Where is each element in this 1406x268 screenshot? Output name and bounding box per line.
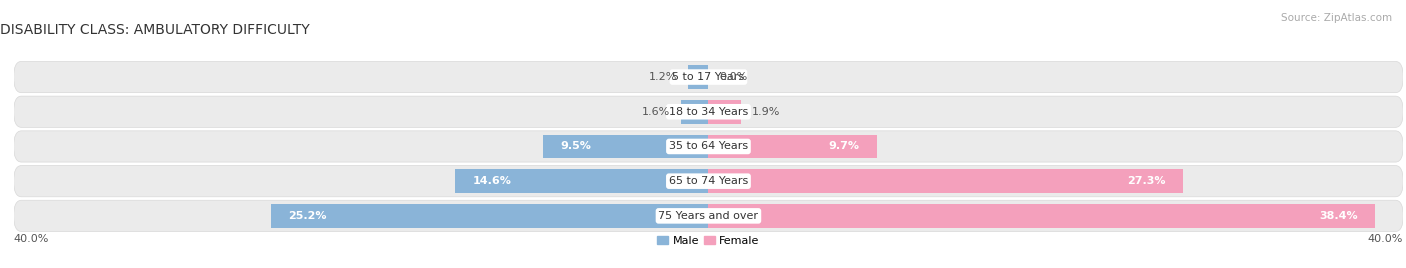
FancyBboxPatch shape: [14, 166, 1403, 197]
Text: 65 to 74 Years: 65 to 74 Years: [669, 176, 748, 186]
Bar: [709, 169, 1182, 193]
Bar: [456, 169, 709, 193]
Text: 40.0%: 40.0%: [14, 234, 49, 244]
Bar: [271, 204, 709, 228]
FancyBboxPatch shape: [14, 61, 1403, 93]
Text: 18 to 34 Years: 18 to 34 Years: [669, 107, 748, 117]
Text: 1.2%: 1.2%: [648, 72, 678, 82]
Text: 40.0%: 40.0%: [1368, 234, 1403, 244]
Text: 27.3%: 27.3%: [1126, 176, 1166, 186]
Text: 9.5%: 9.5%: [561, 142, 592, 151]
Text: DISABILITY CLASS: AMBULATORY DIFFICULTY: DISABILITY CLASS: AMBULATORY DIFFICULTY: [0, 23, 309, 37]
Text: Source: ZipAtlas.com: Source: ZipAtlas.com: [1281, 13, 1392, 23]
Bar: [688, 65, 709, 89]
Text: 5 to 17 Years: 5 to 17 Years: [672, 72, 745, 82]
Text: 1.9%: 1.9%: [752, 107, 780, 117]
Bar: [709, 135, 877, 158]
Text: 0.0%: 0.0%: [718, 72, 747, 82]
Text: 25.2%: 25.2%: [288, 211, 326, 221]
Legend: Male, Female: Male, Female: [652, 232, 763, 250]
Text: 1.6%: 1.6%: [643, 107, 671, 117]
Text: 9.7%: 9.7%: [828, 142, 859, 151]
Text: 38.4%: 38.4%: [1319, 211, 1358, 221]
FancyBboxPatch shape: [14, 96, 1403, 127]
Bar: [681, 100, 709, 124]
Text: 75 Years and over: 75 Years and over: [658, 211, 758, 221]
Text: 14.6%: 14.6%: [472, 176, 512, 186]
Bar: [544, 135, 709, 158]
Text: 35 to 64 Years: 35 to 64 Years: [669, 142, 748, 151]
FancyBboxPatch shape: [14, 131, 1403, 162]
Bar: [709, 100, 741, 124]
Bar: [709, 204, 1375, 228]
FancyBboxPatch shape: [14, 200, 1403, 232]
